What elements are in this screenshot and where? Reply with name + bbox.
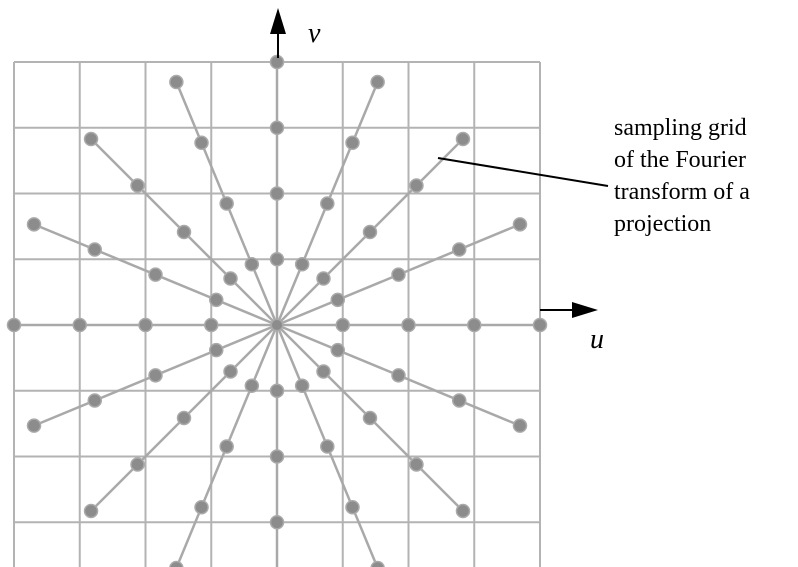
sample-point	[219, 196, 234, 211]
sample-point	[316, 271, 331, 286]
u-axis-label: u	[590, 324, 604, 355]
sample-point	[269, 252, 285, 267]
sample-point	[130, 178, 145, 193]
sample-point	[401, 317, 416, 333]
sample-point	[370, 560, 385, 567]
sample-point	[138, 317, 153, 333]
sample-point	[87, 242, 103, 257]
sample-point	[455, 131, 471, 147]
sample-point	[294, 378, 310, 393]
sample-point	[83, 503, 99, 519]
sample-point	[223, 364, 238, 379]
annotation-line-2: of the Fourier	[614, 147, 746, 173]
sample-point	[532, 317, 548, 333]
axes	[270, 8, 598, 318]
sample-point	[320, 439, 335, 454]
sample-point	[87, 393, 103, 408]
sample-point	[209, 342, 224, 358]
sample-point	[269, 186, 285, 201]
sample-point	[391, 368, 406, 383]
sample-point	[294, 257, 310, 272]
sample-point	[330, 292, 345, 308]
sample-point	[209, 292, 224, 308]
sample-point	[362, 224, 378, 240]
sample-point	[512, 418, 528, 433]
sample-point	[316, 364, 331, 379]
sample-point	[409, 457, 424, 472]
v-axis-arrowhead	[270, 8, 286, 34]
sample-point	[269, 383, 285, 398]
sample-point	[169, 560, 184, 567]
sample-point	[345, 499, 360, 515]
sample-point	[320, 196, 335, 211]
v-axis-label: v	[308, 18, 321, 49]
sample-point	[148, 368, 163, 383]
sample-point	[223, 271, 238, 286]
sample-point	[130, 457, 145, 472]
sample-point	[335, 317, 350, 333]
sample-point	[6, 317, 22, 333]
sample-point	[451, 393, 467, 408]
sample-point	[391, 267, 406, 282]
sample-point	[176, 410, 192, 426]
annotation-line-4: projection	[614, 211, 712, 237]
sample-point	[194, 135, 209, 151]
sample-point	[269, 120, 285, 135]
annotation-line-3: transform of a	[614, 179, 750, 205]
sample-point	[176, 224, 192, 240]
sample-point	[455, 503, 471, 519]
sample-point	[269, 449, 285, 464]
sample-point	[451, 242, 467, 257]
sample-point	[362, 410, 378, 426]
u-axis-arrowhead	[572, 302, 598, 318]
sample-point	[269, 515, 285, 530]
sample-point	[169, 74, 184, 90]
sample-point	[148, 267, 163, 282]
sample-point	[219, 439, 234, 454]
sample-point	[370, 74, 385, 90]
sample-point	[345, 135, 360, 151]
annotation-pointer-line	[437, 157, 609, 187]
annotation-line-1: sampling grid	[614, 115, 747, 141]
sample-point	[409, 178, 424, 193]
sample-point	[467, 317, 482, 333]
origin-point	[272, 320, 282, 330]
sample-point	[26, 418, 42, 433]
sample-point	[194, 499, 209, 515]
sample-point	[244, 257, 260, 272]
annotation-text: sampling grid of the Fourier transform o…	[614, 112, 798, 240]
sample-point	[83, 131, 99, 147]
sample-point	[26, 217, 42, 232]
sample-point	[244, 378, 260, 393]
sample-point	[72, 317, 87, 333]
sample-point	[204, 317, 219, 333]
sample-point	[512, 217, 528, 232]
sample-point	[330, 342, 345, 358]
sample-points	[6, 54, 548, 567]
